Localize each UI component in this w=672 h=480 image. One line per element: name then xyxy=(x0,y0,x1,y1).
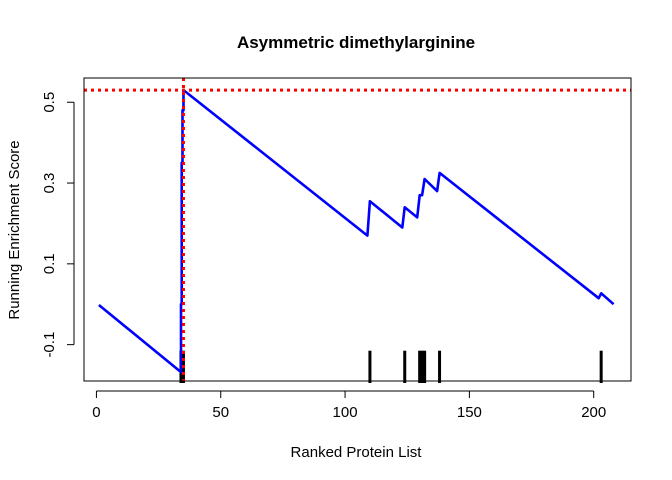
enrichment-score-line xyxy=(98,88,615,374)
plot-frame xyxy=(83,77,632,382)
y-tick-label: 0.5 xyxy=(41,92,58,113)
plot-area xyxy=(84,78,631,383)
y-axis: -0.1 0.1 0.3 0.5 xyxy=(41,92,75,358)
x-axis: 0 50 100 150 200 xyxy=(92,390,606,421)
x-tick-label: 100 xyxy=(333,404,358,421)
y-tick-label: 0.1 xyxy=(41,253,58,274)
x-tick-label: 150 xyxy=(457,404,482,421)
y-tick-label: 0.3 xyxy=(41,173,58,194)
x-axis-label: Ranked Protein List xyxy=(291,444,423,461)
y-tick-label: -0.1 xyxy=(41,332,58,358)
x-tick-label: 50 xyxy=(212,404,229,421)
x-tick-label: 0 xyxy=(92,404,100,421)
y-axis-label: Running Enrichment Score xyxy=(6,140,23,319)
chart-title: Asymmetric dimethylarginine xyxy=(237,33,475,52)
x-tick-label: 200 xyxy=(581,404,606,421)
